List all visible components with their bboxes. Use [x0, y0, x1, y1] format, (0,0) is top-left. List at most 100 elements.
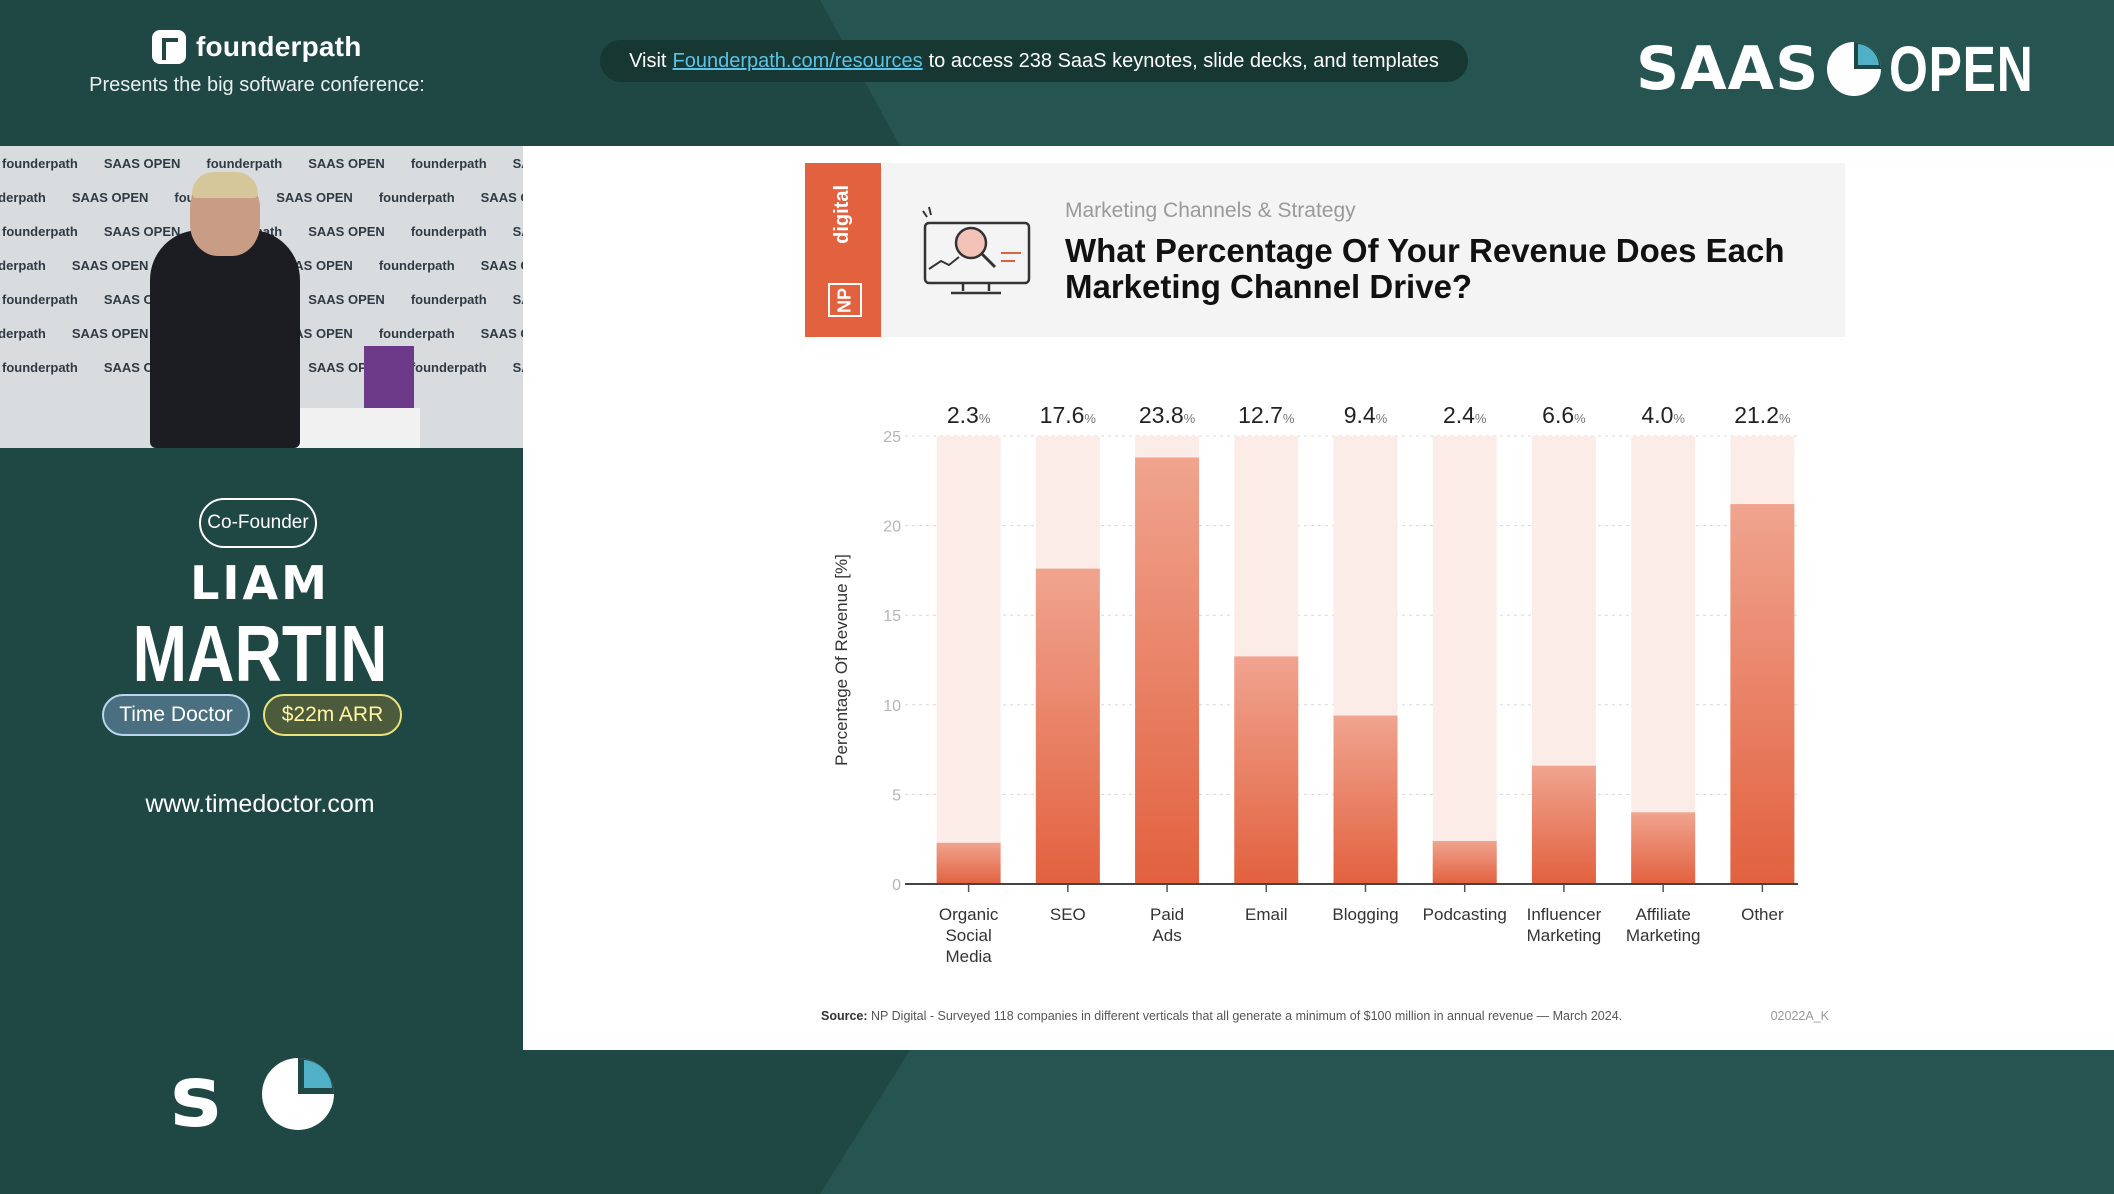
backdrop-row: founderpath SAAS OPEN founderpath SAAS OPEN…: [0, 190, 523, 205]
backdrop-logo-text: founderpath: [2, 156, 78, 171]
backdrop-logo-text: founderpath: [2, 360, 78, 375]
visit-prefix: Visit: [629, 49, 667, 72]
so-small-logo-icon: s: [170, 1052, 334, 1132]
resources-banner: Visit Founderpath.com/resources to acces…: [600, 40, 1468, 82]
backdrop-logo-text: SAAS OPEN: [308, 224, 385, 239]
value-label: 4.0%: [1641, 402, 1685, 428]
speaker-last-name: MARTIN: [132, 609, 388, 698]
logo-saas-text: SAAS: [1636, 34, 1820, 104]
analytics-monitor-icon: [922, 206, 1031, 295]
x-category-label-line: Ads: [1152, 926, 1181, 945]
backdrop-logo-text: founderpath: [378, 258, 455, 273]
backdrop-logo-text: SAAS OPEN: [512, 360, 523, 375]
company-badge: Time Doctor: [102, 694, 250, 736]
svg-text:s: s: [170, 1052, 221, 1132]
value-label: 2.3%: [947, 402, 991, 428]
bar: [1631, 812, 1696, 884]
backdrop-logo-text: SAAS OPEN: [71, 326, 149, 341]
book-prop: [364, 346, 414, 418]
backdrop-logo-text: SAAS OPEN: [103, 156, 181, 171]
backdrop-logo-text: founderpath: [2, 292, 78, 307]
x-category-label-line: Influencer: [1527, 905, 1602, 924]
founderpath-logo: founderpath: [152, 30, 362, 64]
backdrop-logo-text: founderpath: [378, 190, 455, 205]
backdrop-logo-text: SAAS OPEN: [512, 292, 523, 307]
backdrop-logo-text: SAAS OPEN: [512, 156, 523, 171]
bar: [1432, 840, 1497, 884]
x-category-label-line: Blogging: [1332, 905, 1398, 924]
bar-background: [1432, 436, 1497, 884]
visit-suffix: to access 238 SaaS keynotes, slide decks…: [928, 49, 1439, 72]
brand-name: founderpath: [196, 31, 362, 62]
x-category-label-line: Marketing: [1626, 926, 1701, 945]
role-badge: Co-Founder: [199, 498, 317, 548]
backdrop-logo-text: SAAS OPEN: [308, 156, 385, 171]
value-unit: %: [1779, 411, 1791, 426]
backdrop-logo-text: SAAS OPEN: [480, 258, 523, 273]
y-tick-label: 20: [883, 519, 901, 536]
x-category-label-line: Affiliate: [1635, 905, 1690, 924]
value-unit: %: [1084, 411, 1096, 426]
chart-card: digital NP Marketing Channels & Strategy…: [805, 163, 1845, 1033]
y-tick-label: 10: [883, 698, 901, 715]
x-category-label-line: Paid: [1150, 905, 1184, 924]
x-category-label: Affiliate Marketing: [1626, 905, 1701, 945]
backdrop-logo-text: founderpath: [2, 224, 78, 239]
y-tick-label: 5: [892, 787, 901, 804]
chart-title: What Percentage Of Your Revenue Does Eac…: [1065, 232, 1785, 305]
footer-band: [820, 1050, 2114, 1194]
np-digital-label: digital: [831, 185, 853, 244]
speaker-first-name: LIAM: [190, 556, 330, 610]
backdrop-logo-text: SAAS OPEN: [276, 190, 353, 205]
y-tick-label: 25: [883, 429, 901, 446]
value-label: 23.8%: [1139, 402, 1196, 428]
backdrop-logo-text: founderpath: [0, 258, 46, 273]
value-unit: %: [1376, 411, 1388, 426]
source-label: Source:: [821, 1009, 868, 1023]
x-category-label: Blogging: [1332, 905, 1398, 924]
bar-background: [936, 436, 1001, 884]
logo-open-text: OPEN: [1889, 33, 2034, 105]
value-label: 2.4%: [1443, 402, 1487, 428]
value-unit: %: [1475, 411, 1487, 426]
bar: [1531, 765, 1596, 884]
backdrop-row: founderpath SAAS OPEN founderpath SAAS OPEN…: [2, 224, 523, 239]
backdrop-logo-text: founderpath: [378, 326, 455, 341]
speaker-hair: [192, 172, 258, 198]
arr-badge: $22m ARR: [263, 694, 402, 736]
np-digital-band: digital NP: [805, 163, 881, 337]
saas-open-logo: SAAS OPEN: [1636, 32, 2075, 106]
backdrop-row: founderpath SAAS OPEN founderpath SAAS OPEN…: [2, 156, 523, 171]
backdrop-logo-text: SAAS OPEN: [103, 224, 181, 239]
speaker-video[interactable]: founderpath SAAS OPEN founderpath SAAS OPEN…: [0, 146, 523, 448]
value-unit: %: [1283, 411, 1295, 426]
bar: [1035, 568, 1100, 884]
chart-subtitle: Marketing Channels & Strategy: [1065, 199, 1356, 222]
x-category-label-line: SEO: [1050, 905, 1086, 924]
x-category-label-line: Other: [1741, 905, 1784, 924]
bar: [936, 842, 1001, 884]
x-category-label: Other: [1741, 905, 1784, 924]
y-tick-label: 15: [883, 608, 901, 625]
backdrop-logo-text: founderpath: [206, 156, 283, 171]
backdrop-logo-text: founderpath: [0, 326, 46, 341]
bar-background: [1631, 436, 1696, 884]
backdrop-logo-text: SAAS OPEN: [480, 190, 523, 205]
value-label: 9.4%: [1344, 402, 1388, 428]
source-text: NP Digital - Surveyed 118 companies in d…: [871, 1009, 1623, 1023]
resources-link[interactable]: Founderpath.com/resources: [672, 49, 923, 72]
x-category-label: Email: [1245, 905, 1288, 924]
backdrop-logo-text: SAAS OPEN: [308, 292, 385, 307]
y-axis-label: Percentage Of Revenue [%]: [832, 554, 851, 766]
backdrop-logo-text: founderpath: [410, 292, 487, 307]
chart-source: Source: NP Digital - Surveyed 118 compan…: [821, 1009, 1622, 1023]
x-category-label-line: Social: [945, 926, 991, 945]
founderpath-icon: [152, 30, 186, 64]
speaker-website[interactable]: www.timedoctor.com: [145, 790, 375, 818]
y-tick-label: 0: [892, 877, 901, 894]
np-badge: NP: [828, 283, 862, 317]
value-label: 6.6%: [1542, 402, 1586, 428]
bar: [1135, 457, 1200, 884]
value-label: 17.6%: [1040, 402, 1097, 428]
value-unit: %: [1574, 411, 1586, 426]
